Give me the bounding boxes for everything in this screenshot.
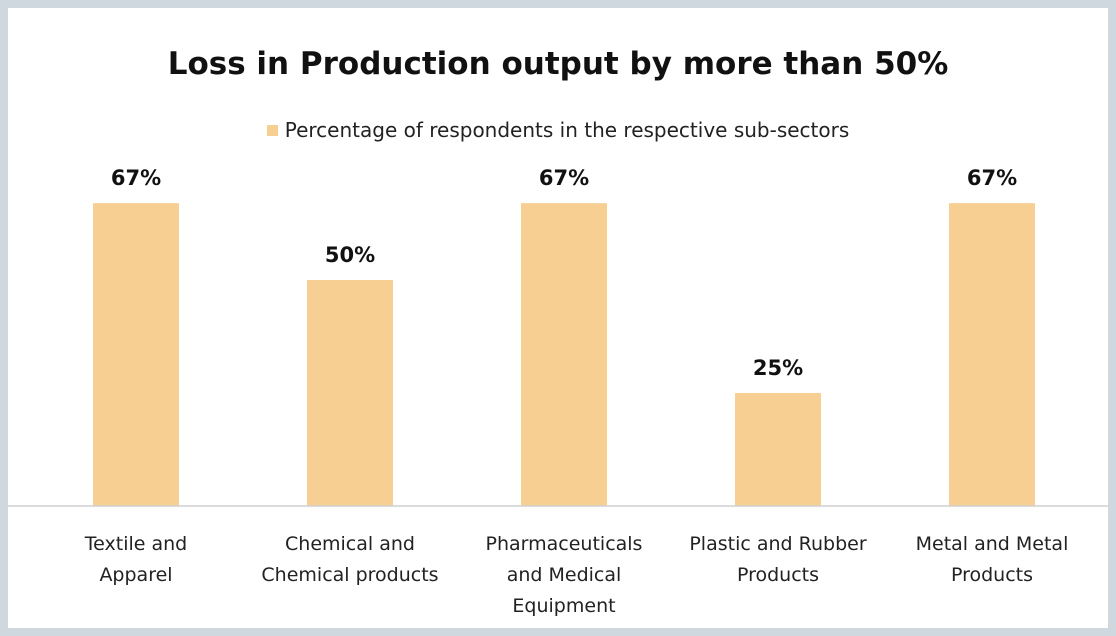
legend: Percentage of respondents in the respect… — [8, 116, 1108, 144]
chart-title: Loss in Production output by more than 5… — [167, 46, 949, 82]
category-label-2-1: and Medical — [507, 564, 622, 586]
bar-chart-plot: 67% Textile and Apparel 50% Chemical and Chem… — [8, 166, 1108, 617]
category-label-3-1: Products — [737, 564, 819, 586]
data-label-4: 67% — [967, 166, 1017, 190]
category-label-0-1: Apparel — [99, 564, 172, 586]
category-label-3-0: Plastic and Rubber — [689, 533, 866, 555]
category-label-4-1: Products — [951, 564, 1033, 586]
data-label-3: 25% — [753, 356, 803, 380]
bar-4 — [949, 203, 1035, 506]
bar-2 — [521, 203, 607, 506]
category-label-2-2: Equipment — [512, 595, 615, 617]
chart-frame: Loss in Production output by more than 5… — [8, 8, 1108, 628]
legend-swatch — [266, 124, 278, 136]
category-label-1-0: Chemical and — [285, 533, 415, 555]
data-label-0: 67% — [111, 166, 161, 190]
category-label-2-0: Pharmaceuticals — [486, 533, 643, 555]
category-label-1-1: Chemical products — [261, 564, 438, 586]
legend-label: Percentage of respondents in the respect… — [284, 118, 850, 142]
bar-1 — [307, 280, 393, 506]
category-label-0-0: Textile and — [84, 533, 187, 555]
bar-3 — [735, 393, 821, 506]
data-label-1: 50% — [325, 243, 375, 267]
bar-0 — [93, 203, 179, 506]
data-label-2: 67% — [539, 166, 589, 190]
category-label-4-0: Metal and Metal — [916, 533, 1069, 555]
